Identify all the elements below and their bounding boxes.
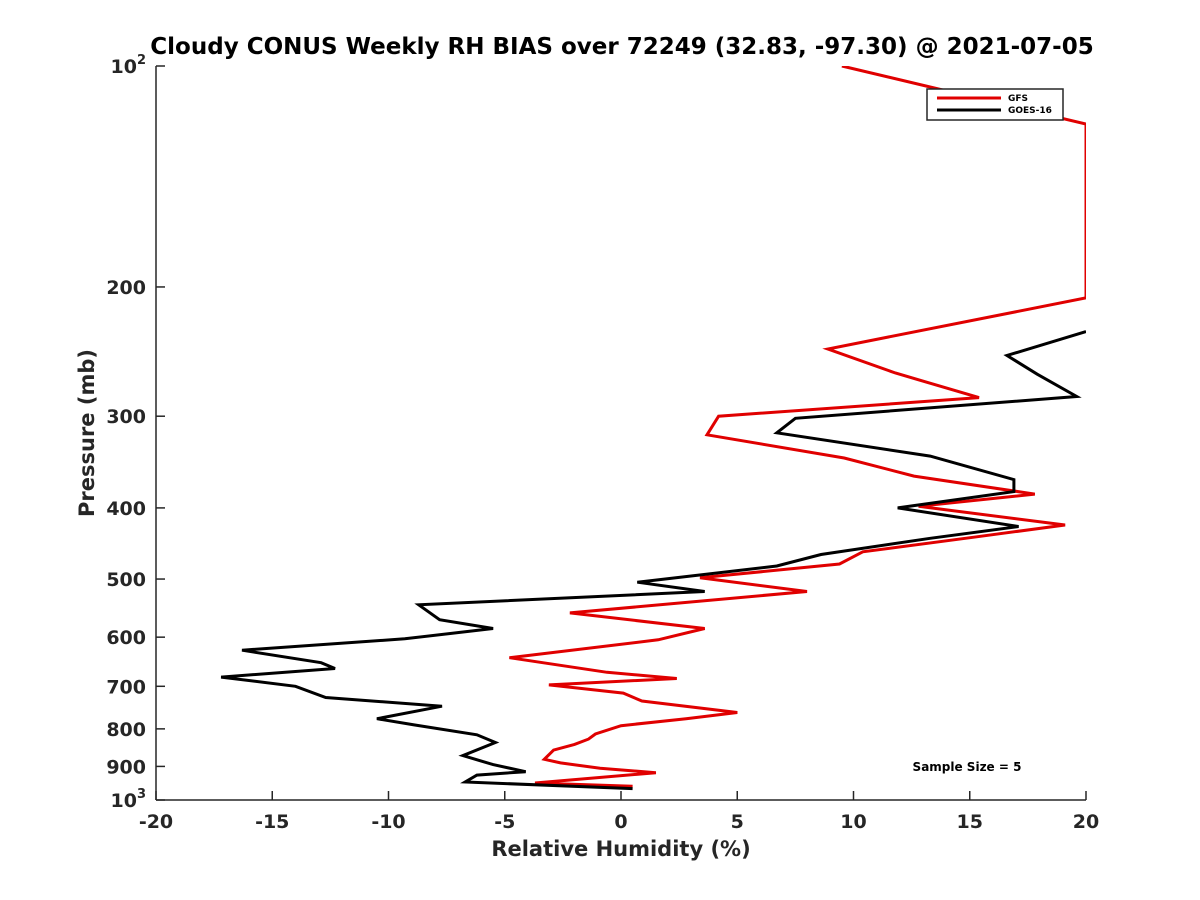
x-tick-label: 10 [840, 811, 866, 833]
legend-label: GOES-16 [1008, 106, 1052, 116]
y-tick-label: 500 [106, 569, 146, 591]
x-tick-label: 20 [1073, 811, 1099, 833]
y-tick-label: 800 [106, 719, 146, 741]
y-tick-label: 700 [106, 676, 146, 698]
y-tick-label: 200 [106, 277, 146, 299]
legend: GFS GOES-16 [926, 88, 1064, 121]
y-axis-label: Pressure (mb) [75, 349, 99, 517]
x-tick-label: 5 [731, 811, 744, 833]
y-tick-label: 102 [111, 53, 147, 78]
x-tick-label: -10 [371, 811, 405, 833]
y-tick-label: 400 [106, 498, 146, 520]
series-line-goes-16 [220, 330, 1086, 791]
x-tick-label: 15 [957, 811, 983, 833]
x-tick-label: -15 [255, 811, 289, 833]
x-tick-label: -20 [139, 811, 173, 833]
series-line-gfs [509, 66, 1086, 788]
y-tick-label: 103 [111, 787, 147, 812]
legend-box [926, 88, 1064, 121]
y-tick-label: 600 [106, 627, 146, 649]
x-tick-label: 0 [614, 811, 627, 833]
x-axis-label: Relative Humidity (%) [491, 837, 750, 861]
legend-label: GFS [1008, 94, 1028, 104]
y-tick-label: 900 [106, 756, 146, 778]
chart-title: Cloudy CONUS Weekly RH BIAS over 72249 (… [150, 34, 1093, 60]
sample-size-annotation: Sample Size = 5 [913, 760, 1022, 774]
y-tick-label: 300 [106, 406, 146, 428]
axes-layer: -20 -15 -10 -5 0 5 10 15 20 102 200 300 400 500 600 700… [106, 53, 1099, 833]
x-tick-label: -5 [494, 811, 515, 833]
series-layer [220, 66, 1086, 791]
